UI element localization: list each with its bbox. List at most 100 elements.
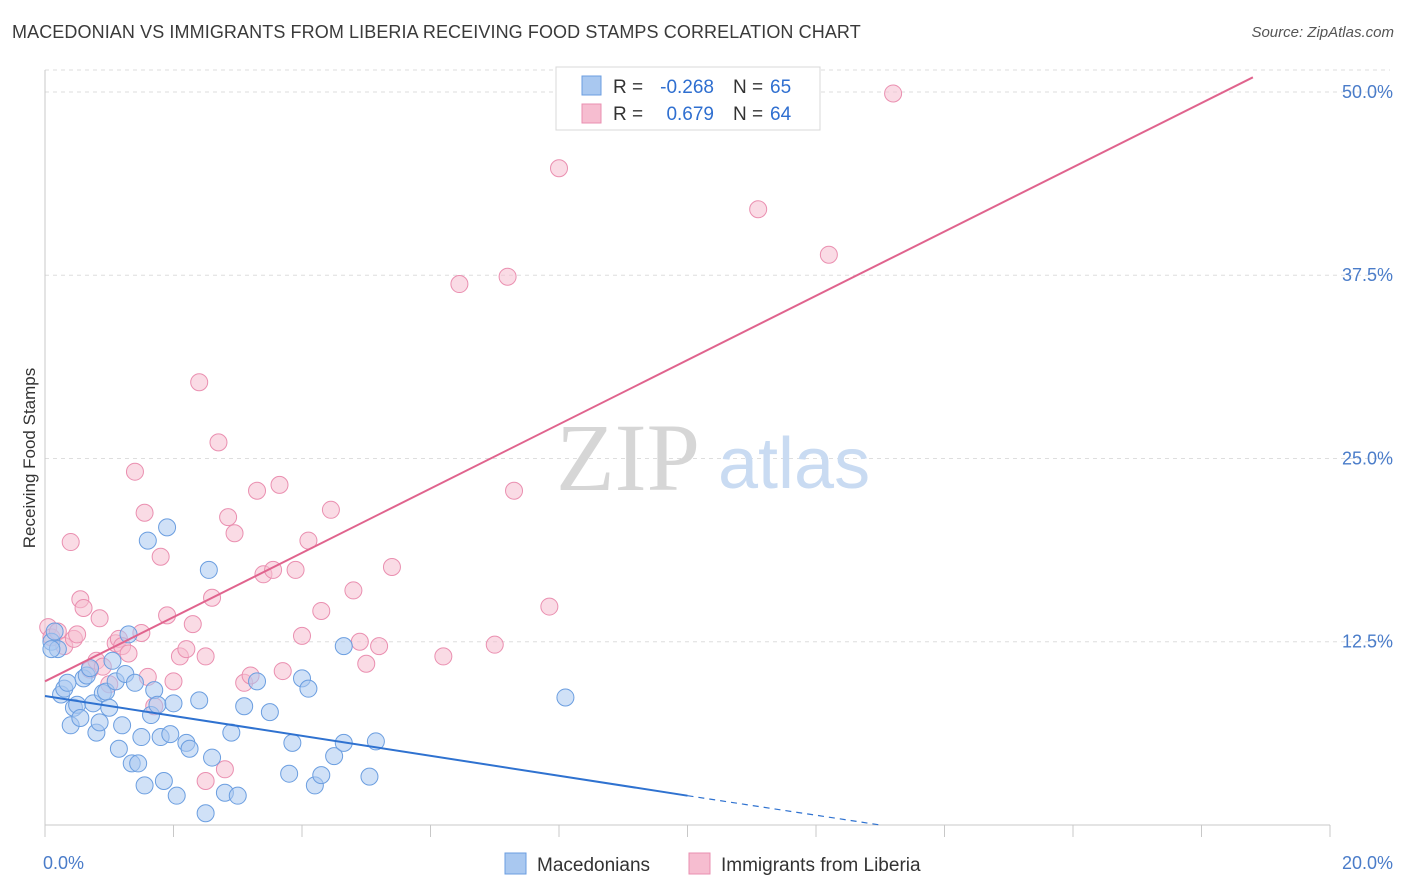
macedonians-point-45 bbox=[203, 748, 222, 767]
legend-r-label-blue: R = bbox=[613, 77, 643, 98]
y-tick-label-1: 25.0% bbox=[1342, 448, 1393, 468]
macedonians-point-61 bbox=[360, 767, 379, 786]
series-legend-swatch-liberia bbox=[688, 852, 711, 875]
liberia-point-42 bbox=[273, 662, 292, 681]
liberia-point-43 bbox=[286, 560, 305, 579]
liberia-point-50 bbox=[357, 654, 376, 673]
macedonians-point-1 bbox=[45, 622, 64, 641]
macedonians-point-49 bbox=[235, 697, 254, 716]
watermark-zip: ZIP bbox=[556, 404, 700, 511]
liberia-trend-line bbox=[44, 76, 1254, 683]
liberia-point-23 bbox=[151, 547, 170, 566]
liberia-point-34 bbox=[219, 508, 238, 527]
y-axis-label: Receiving Food Stamps bbox=[20, 368, 39, 548]
source-credit: Source: ZipAtlas.com bbox=[1251, 24, 1394, 41]
macedonians-point-64 bbox=[42, 640, 61, 659]
macedonians-point-30 bbox=[138, 531, 157, 550]
liberia-point-55 bbox=[485, 635, 504, 654]
macedonians-point-26 bbox=[125, 673, 144, 692]
macedonians-point-28 bbox=[132, 728, 151, 747]
liberia-point-41 bbox=[270, 475, 289, 494]
liberia-point-11 bbox=[90, 609, 109, 628]
liberia-point-56 bbox=[498, 267, 517, 286]
x-tick-label-0: 0.0% bbox=[43, 853, 84, 873]
liberia-point-49 bbox=[350, 632, 369, 651]
legend-n-label-blue: N = bbox=[733, 77, 763, 98]
liberia-point-6 bbox=[68, 625, 87, 644]
liberia-point-44 bbox=[293, 626, 311, 645]
macedonians-point-22 bbox=[113, 716, 132, 735]
macedonians-point-41 bbox=[180, 739, 199, 758]
liberia-point-33 bbox=[215, 760, 234, 779]
liberia-point-51 bbox=[370, 637, 389, 656]
series-legend: Macedonians Immigrants from Liberia bbox=[504, 852, 921, 876]
liberia-point-58 bbox=[540, 597, 559, 616]
liberia-point-46 bbox=[312, 601, 331, 620]
liberia-point-20 bbox=[135, 503, 154, 522]
grid-lines bbox=[45, 69, 1390, 643]
liberia-point-60 bbox=[749, 200, 768, 219]
macedonians-point-19 bbox=[103, 651, 122, 670]
macedonians-point-43 bbox=[196, 804, 215, 823]
legend-r-value-pink: 0.679 bbox=[666, 104, 714, 125]
legend-swatch-blue bbox=[581, 75, 602, 96]
macedonians-point-9 bbox=[71, 708, 90, 727]
watermark: ZIP atlas bbox=[556, 404, 870, 511]
liberia-point-4 bbox=[61, 533, 80, 552]
series-macedonians-points bbox=[42, 518, 575, 823]
correlation-legend: R = -0.268 N = 65 R = 0.679 N = 64 bbox=[555, 66, 821, 131]
liberia-point-38 bbox=[248, 481, 267, 500]
macedonians-point-55 bbox=[299, 679, 318, 698]
liberia-point-47 bbox=[321, 500, 340, 519]
x-tick-label-1: 20.0% bbox=[1342, 853, 1393, 873]
liberia-point-57 bbox=[505, 481, 524, 500]
liberia-point-63 bbox=[196, 772, 215, 791]
macedonians-point-38 bbox=[164, 694, 183, 713]
legend-swatch-pink bbox=[581, 103, 602, 124]
liberia-point-54 bbox=[450, 275, 469, 294]
series-legend-label-liberia: Immigrants from Liberia bbox=[721, 855, 921, 876]
macedonians-point-42 bbox=[190, 691, 209, 710]
liberia-point-32 bbox=[209, 433, 228, 452]
chart-title: MACEDONIAN VS IMMIGRANTS FROM LIBERIA RE… bbox=[12, 22, 861, 42]
macedonians-point-33 bbox=[148, 695, 167, 714]
liberia-point-8 bbox=[74, 599, 93, 618]
liberia-point-17 bbox=[119, 644, 138, 663]
macedonians-point-44 bbox=[199, 560, 218, 579]
liberia-point-30 bbox=[196, 647, 215, 666]
liberia-point-27 bbox=[177, 640, 196, 659]
legend-n-value-pink: 64 bbox=[770, 104, 792, 125]
macedonians-point-52 bbox=[280, 764, 299, 783]
macedonians-point-63 bbox=[556, 688, 575, 707]
macedonians-point-60 bbox=[334, 637, 353, 656]
liberia-point-35 bbox=[225, 524, 244, 543]
liberia-point-25 bbox=[164, 672, 183, 691]
macedonians-point-32 bbox=[145, 681, 164, 700]
liberia-point-61 bbox=[819, 245, 838, 264]
liberia-point-29 bbox=[190, 373, 209, 392]
liberia-point-18 bbox=[125, 462, 144, 481]
liberia-point-52 bbox=[382, 557, 401, 576]
macedonians-point-21 bbox=[109, 739, 128, 758]
macedonians-point-53 bbox=[283, 733, 302, 752]
macedonians-point-35 bbox=[154, 772, 173, 791]
legend-n-label-pink: N = bbox=[733, 104, 763, 125]
series-legend-swatch-macedonians bbox=[504, 852, 527, 875]
axes bbox=[44, 70, 1331, 837]
macedonians-trend-extension bbox=[687, 795, 881, 826]
legend-r-value-blue: -0.268 bbox=[660, 77, 714, 98]
macedonians-point-48 bbox=[228, 786, 247, 805]
macedonians-point-29 bbox=[135, 776, 154, 795]
liberia-point-53 bbox=[434, 647, 453, 666]
macedonians-point-27 bbox=[129, 754, 148, 773]
macedonians-point-39 bbox=[167, 786, 186, 805]
trend-lines bbox=[44, 76, 1254, 826]
macedonians-point-36 bbox=[158, 518, 177, 537]
y-tick-label-3: 50.0% bbox=[1342, 82, 1393, 102]
liberia-point-59 bbox=[550, 159, 568, 178]
macedonians-point-50 bbox=[248, 672, 267, 691]
legend-n-value-blue: 65 bbox=[770, 77, 791, 98]
liberia-point-28 bbox=[183, 615, 202, 634]
y-tick-label-2: 37.5% bbox=[1342, 265, 1393, 285]
